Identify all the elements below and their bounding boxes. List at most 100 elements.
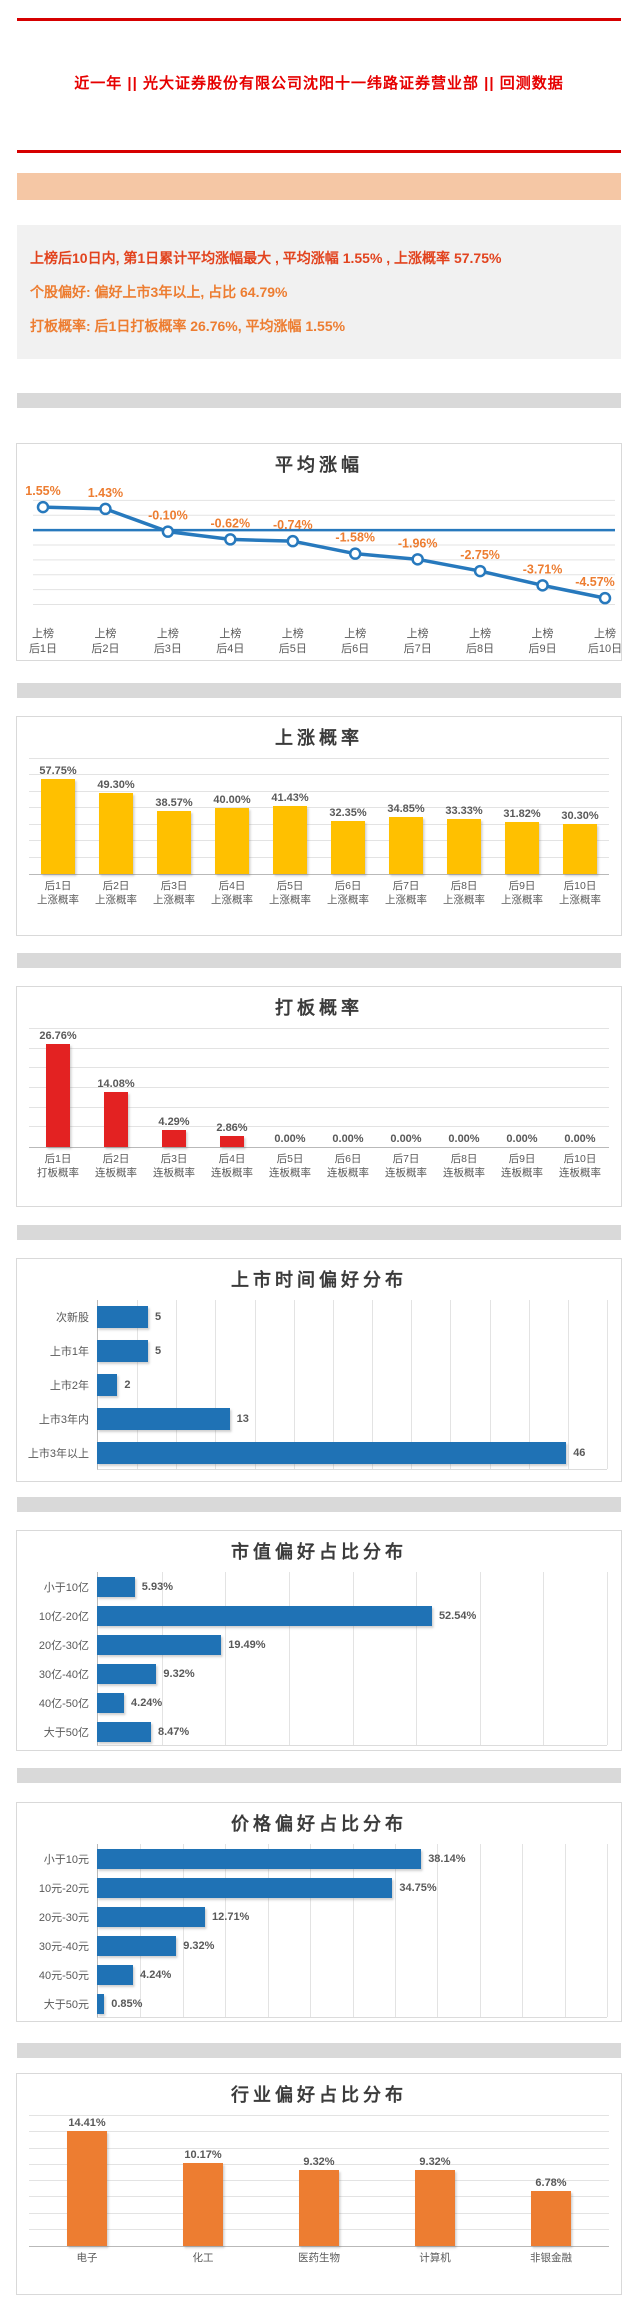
gridline [225, 1844, 227, 2017]
category-label: 后6日 [341, 642, 369, 655]
gridline [310, 1844, 312, 2017]
gridline [479, 1844, 481, 2017]
category-label-line: 后4日 [218, 880, 246, 892]
category-label: 上市3年内 [38, 1414, 89, 1426]
price-bar [97, 1935, 177, 1956]
market-cap-plot-area: 小于10亿 5.93% 10亿-20亿 52.54% 20亿-30亿 19.49% 30亿-… [25, 1572, 608, 1746]
data-point-marker [598, 591, 612, 605]
industry-bar [67, 2131, 107, 2246]
price-row: 10元-20元 34.75% [25, 1873, 607, 1902]
bar-value-label: 38.14% [428, 1852, 466, 1865]
category-label-line: 后3日 [160, 880, 188, 892]
bar-value-label: 46 [573, 1447, 586, 1459]
category-label: 上榜 [532, 626, 554, 640]
section-divider [17, 953, 621, 968]
chart-title: 上市时间偏好分布 [231, 1270, 407, 1290]
listing-time-bar [97, 1306, 148, 1328]
industry-column: 9.32% [377, 2117, 493, 2246]
data-point-label: -2.75% [460, 548, 500, 562]
price-bar [97, 1877, 393, 1898]
up-probability-column: 32.35% [319, 760, 377, 874]
board-probability-bar [103, 1092, 129, 1147]
bar-value-label: 6.78% [535, 2177, 567, 2189]
bar-value-label: 0.00% [274, 1133, 306, 1145]
listing-time-row: 上市2年 2 [25, 1368, 607, 1402]
category-label-line: 后9日 [508, 880, 536, 892]
price-track: 4.24% [97, 1964, 607, 1985]
gridline [372, 1300, 374, 1469]
gridline [489, 1300, 491, 1469]
category-label: 后5日 上涨概率 [261, 879, 319, 907]
chart-up-probability: 上涨概率 57.75% 49.30% 38.57% 40.00% 41.43% 32.35… [16, 716, 622, 936]
category-label-line: 非银金融 [530, 2252, 572, 2264]
industry-bar [531, 2191, 571, 2246]
category-label: 计算机 [377, 2251, 493, 2265]
market-cap-track: 52.54% [97, 1605, 607, 1626]
price-bar [97, 1848, 422, 1869]
price-track: 34.75% [97, 1877, 607, 1898]
category-label: 后5日 [279, 642, 307, 655]
industry-column: 9.32% [261, 2117, 377, 2246]
category-label-line: 上涨概率 [443, 894, 485, 906]
gridline [182, 1844, 184, 2017]
category-label-line: 电子 [76, 2252, 98, 2264]
category-label-line: 后5日 [276, 880, 304, 892]
chart-listing-time-plot: 次新股 5 上市1年 5 上市2年 2 上市3年内 13 上市3年以上 46 [17, 1300, 621, 1470]
gridline [140, 1844, 142, 2017]
category-label: 后8日上涨概率 [435, 879, 493, 907]
category-label: 上榜 [219, 626, 241, 640]
gridline [137, 1300, 139, 1469]
category-label: 后1日 [29, 642, 57, 655]
up-probability-bar [505, 822, 539, 874]
market-cap-grid [97, 1572, 608, 1746]
chart-title: 上涨概率 [275, 728, 363, 748]
category-label: 后7日 上涨概率 [377, 879, 435, 907]
category-label: 上榜 [282, 626, 304, 640]
chart-price-plot: 小于10元 38.14% 10元-20元 34.75% 20元-30元 12.71% 30元… [17, 1844, 621, 2018]
data-point-label: -4.57% [575, 575, 615, 589]
category-label: 后6日 上涨概率 [319, 879, 377, 907]
listing-time-bar [97, 1340, 148, 1362]
category-label-line: 后2日 [102, 880, 130, 892]
listing-time-track: 2 [97, 1374, 607, 1396]
bar-value-label: 26.76% [39, 1030, 77, 1042]
chart-title: 行业偏好占比分布 [231, 2085, 407, 2105]
gridline [29, 2115, 609, 2116]
data-point-marker [348, 547, 362, 560]
bar-value-label: 4.24% [131, 1696, 163, 1709]
data-point-label: 1.43% [88, 486, 123, 500]
chart-avg-change-plot: 1.55% 1.43% -0.10% -0.62% -0.74% -1.58% -1.96%… [17, 477, 621, 660]
category-label-line: 连板概率 [327, 1167, 369, 1179]
category-label: 后3日 [154, 642, 182, 655]
bar-value-label: 2 [124, 1379, 131, 1391]
category-label-line: 后8日 [450, 880, 478, 892]
category-label-line: 后9日 [508, 1153, 536, 1165]
bar-value-label: 40.00% [213, 794, 251, 806]
category-label: 上榜 [32, 626, 54, 640]
listing-time-bar [97, 1408, 230, 1430]
category-label: 上榜 [469, 626, 491, 640]
chart-avg-change: 平均涨幅 1.55% 1.43% -0.10% -0.62% -0.74% -1.58% -… [16, 443, 622, 661]
industry-bar [299, 2170, 339, 2246]
bar-value-label: 41.43% [271, 792, 309, 804]
gridline [352, 1844, 354, 2017]
market-cap-bar [97, 1576, 135, 1597]
category-label-line: 上涨概率 [327, 894, 369, 906]
category-label-line: 计算机 [419, 2252, 451, 2264]
up-probability-column: 31.82% [493, 760, 551, 874]
gridline [293, 1300, 295, 1469]
data-point-label: 1.55% [25, 484, 60, 498]
bar-value-label: 9.32% [419, 2156, 451, 2168]
category-label: 小于10元 [43, 1853, 89, 1866]
category-label-line: 后8日 [450, 1153, 478, 1165]
price-plot-area: 小于10元 38.14% 10元-20元 34.75% 20元-30元 12.71% 30元… [25, 1844, 608, 2018]
data-point-label: -1.96% [398, 536, 438, 550]
avg-change-svg: 1.55% 1.43% -0.10% -0.62% -0.74% -1.58% -1.96%… [25, 484, 621, 655]
data-point-marker [286, 534, 300, 548]
category-label-line: 连板概率 [501, 1167, 543, 1179]
up-probability-column: 38.57% [145, 760, 203, 874]
bar-value-label: 14.08% [97, 1078, 135, 1090]
bar-value-label: 13 [236, 1413, 249, 1425]
category-label-line: 连板概率 [269, 1167, 311, 1179]
price-track: 38.14% [97, 1848, 607, 1869]
